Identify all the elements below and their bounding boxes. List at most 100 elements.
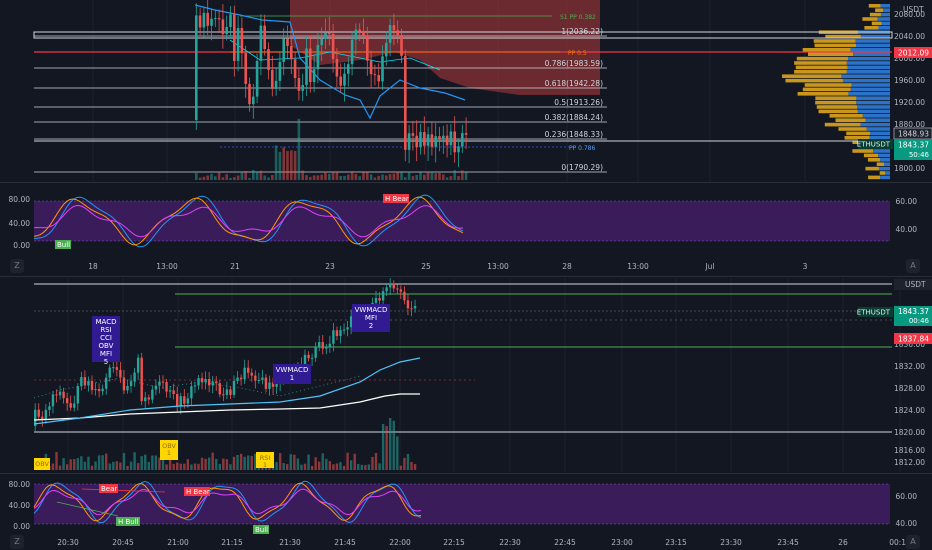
volume-bar bbox=[200, 457, 204, 470]
a-icon[interactable]: A bbox=[906, 535, 920, 549]
candle bbox=[250, 372, 253, 376]
price-tick: 1812.00 bbox=[894, 458, 925, 467]
volume-bar bbox=[240, 172, 244, 180]
candle bbox=[358, 29, 361, 32]
candle bbox=[90, 380, 94, 391]
time-label: 23:45 bbox=[777, 538, 799, 547]
candle bbox=[271, 382, 275, 387]
fib-label: 0.382(1884.24) bbox=[545, 113, 603, 122]
volume-bar bbox=[222, 458, 225, 470]
volume-bar bbox=[271, 175, 274, 180]
osc-tick-left: 40.00 bbox=[9, 219, 31, 228]
volume-bar bbox=[154, 455, 158, 470]
price-tag-red bbox=[894, 47, 932, 58]
volume-bar bbox=[400, 172, 403, 180]
signal-text: MACD bbox=[96, 318, 117, 326]
candle bbox=[430, 134, 434, 147]
candle bbox=[140, 357, 143, 402]
price-tick: 1816.00 bbox=[894, 446, 925, 455]
candle bbox=[297, 78, 301, 91]
volume-profile-bar bbox=[868, 175, 881, 180]
candle bbox=[133, 372, 136, 382]
volume-bar bbox=[349, 460, 353, 470]
candle bbox=[324, 32, 327, 39]
candle bbox=[233, 14, 236, 61]
candle bbox=[147, 397, 150, 400]
volume-bar bbox=[179, 463, 182, 470]
psar-dots bbox=[33, 375, 361, 399]
volume-profile-bar bbox=[880, 175, 890, 180]
volume-bar bbox=[161, 454, 165, 470]
yellow-signal-text: OBV bbox=[162, 442, 176, 450]
volume-bar bbox=[461, 170, 464, 180]
top-oscillator-pane[interactable]: Bull H Bear 80.00 40.00 0.00 60.00 40.00 bbox=[0, 186, 932, 254]
candle bbox=[396, 30, 399, 35]
volume-bar bbox=[87, 456, 90, 470]
bottom-price-chart[interactable]: MACDRSICCIOBVMFI5VWMACD1VWMACDMFI2OBV1RS… bbox=[0, 278, 932, 472]
volume-bar bbox=[108, 463, 111, 470]
time-label: 23:15 bbox=[665, 538, 687, 547]
volume-bar bbox=[94, 461, 97, 470]
time-label: 21:00 bbox=[167, 538, 189, 547]
bottom-time-axis[interactable]: 20:30 20:45 21:00 21:15 21:30 21:45 22:00 22:15… bbox=[0, 535, 932, 550]
time-label: 22:45 bbox=[554, 538, 576, 547]
volume-bar bbox=[389, 418, 392, 470]
volume-bar bbox=[411, 176, 415, 180]
volume-bar bbox=[247, 455, 250, 470]
volume-bar bbox=[252, 170, 255, 180]
volume-bar bbox=[254, 453, 257, 470]
signal-text: MFI bbox=[100, 350, 112, 358]
volume-bar bbox=[445, 177, 449, 180]
osc-band bbox=[34, 484, 890, 524]
volume-bar bbox=[274, 145, 278, 180]
volume-bar bbox=[373, 177, 377, 180]
volume-bar bbox=[358, 176, 361, 180]
candle bbox=[312, 69, 316, 83]
signal-text: VWMACD bbox=[276, 366, 309, 374]
top-price-pane[interactable]: 1(2036.22) 0.786(1983.59) 0.618(1942.28) 0.… bbox=[0, 0, 932, 182]
top-time-axis[interactable]: 18 13:00 21 23 25 13:00 28 13:00 Jul 3 Z A bbox=[0, 258, 932, 274]
top-price-chart[interactable]: 1(2036.22)0.786(1983.59)0.618(1942.28)0.… bbox=[0, 0, 932, 182]
candle bbox=[332, 330, 335, 344]
volume-profile-bar bbox=[867, 158, 881, 162]
signal-text: CCI bbox=[100, 334, 112, 342]
osc-tick-right: 60.00 bbox=[896, 197, 918, 206]
signal-box bbox=[352, 304, 390, 332]
volume-profile-bar bbox=[875, 8, 884, 12]
volume-bar bbox=[442, 174, 445, 180]
candle bbox=[55, 394, 58, 396]
volume-profile-bar bbox=[885, 171, 890, 175]
time-label: 21:15 bbox=[221, 538, 243, 547]
symbol-tag bbox=[858, 139, 893, 149]
pane-divider[interactable] bbox=[0, 182, 932, 183]
volume-profile-bar bbox=[795, 65, 848, 70]
bottom-oscillator-pane[interactable]: Bear H Bear H Bull Bull 80.00 40.00 0.00 60.00 4… bbox=[0, 474, 932, 534]
volume-profile-bar bbox=[813, 39, 856, 43]
volume-profile-bar bbox=[869, 136, 890, 140]
candle bbox=[316, 45, 320, 70]
candle bbox=[335, 330, 339, 337]
candle bbox=[161, 381, 165, 383]
pane-divider[interactable] bbox=[0, 473, 932, 474]
volume-profile-bar bbox=[804, 83, 852, 87]
volume-profile-bar bbox=[878, 26, 890, 30]
z-icon[interactable]: Z bbox=[10, 535, 24, 549]
z-icon[interactable]: Z bbox=[10, 259, 24, 273]
volume-bar bbox=[282, 463, 285, 470]
candle bbox=[252, 96, 255, 105]
volume-bar bbox=[218, 463, 221, 470]
price-tick: 1820.00 bbox=[894, 428, 925, 437]
volume-bar bbox=[305, 175, 308, 180]
candle bbox=[172, 390, 175, 395]
bottom-price-pane[interactable]: MACD RSI CCI OBV MFI 5 VWMACD 1 VWMACD MFI 2 OBV 1 RS… bbox=[0, 278, 932, 472]
a-icon[interactable]: A bbox=[906, 259, 920, 273]
candle bbox=[318, 342, 321, 347]
candle bbox=[236, 377, 239, 381]
signal-text: 1 bbox=[290, 374, 294, 382]
volume-bar bbox=[186, 459, 190, 470]
yellow-signal-text: RSI bbox=[260, 454, 271, 462]
candle bbox=[37, 409, 40, 417]
volume-profile-bar bbox=[869, 12, 881, 17]
volume-bar bbox=[353, 453, 356, 470]
candle bbox=[449, 131, 453, 146]
